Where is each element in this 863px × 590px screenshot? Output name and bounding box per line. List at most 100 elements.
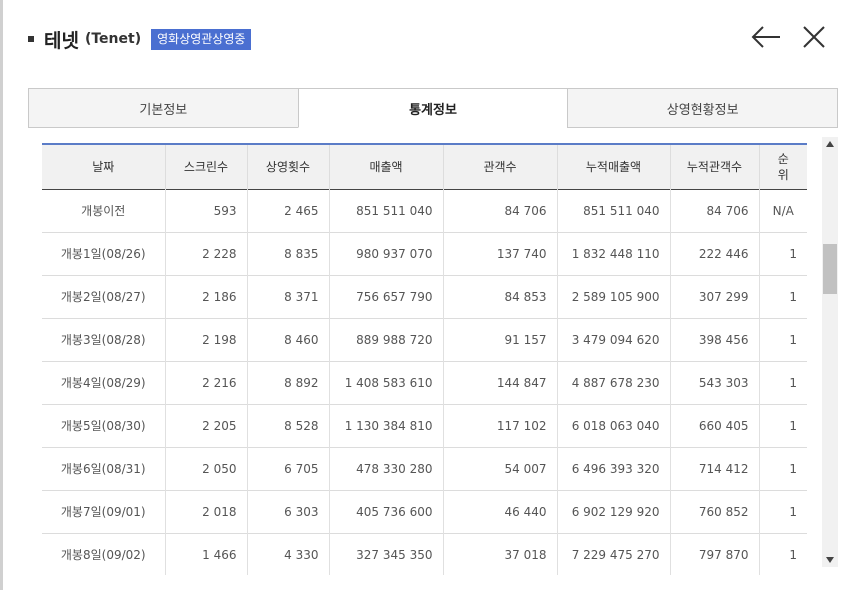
cell-rank: 1 xyxy=(758,447,807,490)
movie-header: 테넷 (Tenet) 영화상영관상영중 xyxy=(28,24,252,54)
cell-rank: 1 xyxy=(758,533,807,575)
cell-sales: 980 937 070 xyxy=(328,232,443,275)
cell-audience: 84 706 xyxy=(442,189,557,232)
cell-shows: 8 371 xyxy=(246,275,329,318)
cell-shows: 6 303 xyxy=(246,490,329,533)
info-tabs: 기본정보 통계정보 상영현황정보 xyxy=(28,88,838,128)
cell-shows: 6 705 xyxy=(246,447,329,490)
cell-cumulative-audience: 307 299 xyxy=(669,275,759,318)
bullet-icon xyxy=(28,36,34,42)
tab-screening-status[interactable]: 상영현황정보 xyxy=(567,89,837,127)
cell-cumulative-sales: 6 018 063 040 xyxy=(556,404,670,447)
cell-shows: 8 892 xyxy=(246,361,329,404)
cell-sales: 478 330 280 xyxy=(328,447,443,490)
cell-audience: 54 007 xyxy=(442,447,557,490)
cell-cumulative-sales: 3 479 094 620 xyxy=(556,318,670,361)
vertical-scrollbar[interactable] xyxy=(822,137,838,567)
rank-header-line1: 순 xyxy=(777,151,789,166)
cell-sales: 851 511 040 xyxy=(328,189,443,232)
cell-audience: 144 847 xyxy=(442,361,557,404)
cell-rank: 1 xyxy=(758,275,807,318)
column-header-cumulative-sales: 누적매출액 xyxy=(556,144,670,189)
column-header-screens: 스크린수 xyxy=(164,144,247,189)
cell-screens: 2 205 xyxy=(164,404,247,447)
table-row: 개봉4일(08/29) 2 216 8 892 1 408 583 610 14… xyxy=(42,361,807,404)
cell-screens: 2 216 xyxy=(164,361,247,404)
cell-sales: 889 988 720 xyxy=(328,318,443,361)
table-row: 개봉7일(09/01) 2 018 6 303 405 736 600 46 4… xyxy=(42,490,807,533)
cell-cumulative-audience: 660 405 xyxy=(669,404,759,447)
cell-screens: 593 xyxy=(164,189,247,232)
cell-rank: 1 xyxy=(758,404,807,447)
cell-rank: N/A xyxy=(758,189,807,232)
cell-shows: 8 460 xyxy=(246,318,329,361)
cell-date: 개봉3일(08/28) xyxy=(60,333,146,347)
scrollbar-thumb[interactable] xyxy=(823,244,837,294)
cell-cumulative-audience: 222 446 xyxy=(669,232,759,275)
cell-shows: 4 330 xyxy=(246,533,329,575)
table-row: 개봉6일(08/31) 2 050 6 705 478 330 280 54 0… xyxy=(42,447,807,490)
cell-cumulative-audience: 797 870 xyxy=(669,533,759,575)
cell-cumulative-sales: 2 589 105 900 xyxy=(556,275,670,318)
screening-status-badge: 영화상영관상영중 xyxy=(151,28,252,50)
cell-screens: 2 186 xyxy=(164,275,247,318)
cell-screens: 2 228 xyxy=(164,232,247,275)
cell-rank: 1 xyxy=(758,232,807,275)
close-icon[interactable] xyxy=(801,24,827,50)
cell-date: 개봉5일(08/30) xyxy=(60,419,146,433)
column-header-sales: 매출액 xyxy=(328,144,443,189)
cell-date: 개봉7일(09/01) xyxy=(60,505,146,519)
cell-sales: 405 736 600 xyxy=(328,490,443,533)
cell-audience: 117 102 xyxy=(442,404,557,447)
cell-rank: 1 xyxy=(758,490,807,533)
window-controls xyxy=(751,24,827,50)
cell-cumulative-audience: 714 412 xyxy=(669,447,759,490)
cell-audience: 84 853 xyxy=(442,275,557,318)
cell-cumulative-sales: 7 229 475 270 xyxy=(556,533,670,575)
cell-date: 개봉4일(08/29) xyxy=(60,376,146,390)
cell-cumulative-audience: 543 303 xyxy=(669,361,759,404)
cell-rank: 1 xyxy=(758,318,807,361)
cell-screens: 2 198 xyxy=(164,318,247,361)
tab-basic-info[interactable]: 기본정보 xyxy=(139,102,188,118)
cell-cumulative-audience: 398 456 xyxy=(669,318,759,361)
cell-date: 개봉6일(08/31) xyxy=(60,462,146,476)
column-header-audience: 관객수 xyxy=(442,144,557,189)
cell-audience: 37 018 xyxy=(442,533,557,575)
cell-shows: 8 835 xyxy=(246,232,329,275)
cell-screens: 2 050 xyxy=(164,447,247,490)
column-header-shows: 상영횟수 xyxy=(246,144,329,189)
scroll-down-arrow-icon[interactable] xyxy=(822,553,838,567)
column-header-cumulative-audience: 누적관객수 xyxy=(669,144,759,189)
window-left-edge xyxy=(0,0,3,590)
cell-sales: 1 130 384 810 xyxy=(328,404,443,447)
cell-sales: 327 345 350 xyxy=(328,533,443,575)
cell-cumulative-sales: 6 496 393 320 xyxy=(556,447,670,490)
cell-sales: 1 408 583 610 xyxy=(328,361,443,404)
tab-statistics[interactable]: 통계정보 xyxy=(297,89,568,128)
cell-date: 개봉1일(08/26) xyxy=(60,247,146,261)
movie-title: 테넷 xyxy=(44,29,79,52)
cell-cumulative-audience: 84 706 xyxy=(669,189,759,232)
arrow-left-icon[interactable] xyxy=(751,24,781,50)
column-header-date: 날짜 xyxy=(92,159,115,174)
cell-date: 개봉이전 xyxy=(81,204,126,218)
cell-date: 개봉2일(08/27) xyxy=(60,290,146,304)
table-row: 개봉5일(08/30) 2 205 8 528 1 130 384 810 11… xyxy=(42,404,807,447)
cell-screens: 2 018 xyxy=(164,490,247,533)
cell-cumulative-sales: 6 902 129 920 xyxy=(556,490,670,533)
cell-audience: 137 740 xyxy=(442,232,557,275)
cell-shows: 8 528 xyxy=(246,404,329,447)
cell-sales: 756 657 790 xyxy=(328,275,443,318)
rank-header-line2: 위 xyxy=(777,167,789,182)
cell-audience: 91 157 xyxy=(442,318,557,361)
scroll-up-arrow-icon[interactable] xyxy=(822,137,838,151)
table-row: 개봉이전 593 2 465 851 511 040 84 706 851 51… xyxy=(42,189,807,232)
cell-cumulative-sales: 851 511 040 xyxy=(556,189,670,232)
table-row: 개봉8일(09/02) 1 466 4 330 327 345 350 37 0… xyxy=(42,533,807,575)
movie-title-english: (Tenet) xyxy=(84,31,142,47)
cell-audience: 46 440 xyxy=(442,490,557,533)
